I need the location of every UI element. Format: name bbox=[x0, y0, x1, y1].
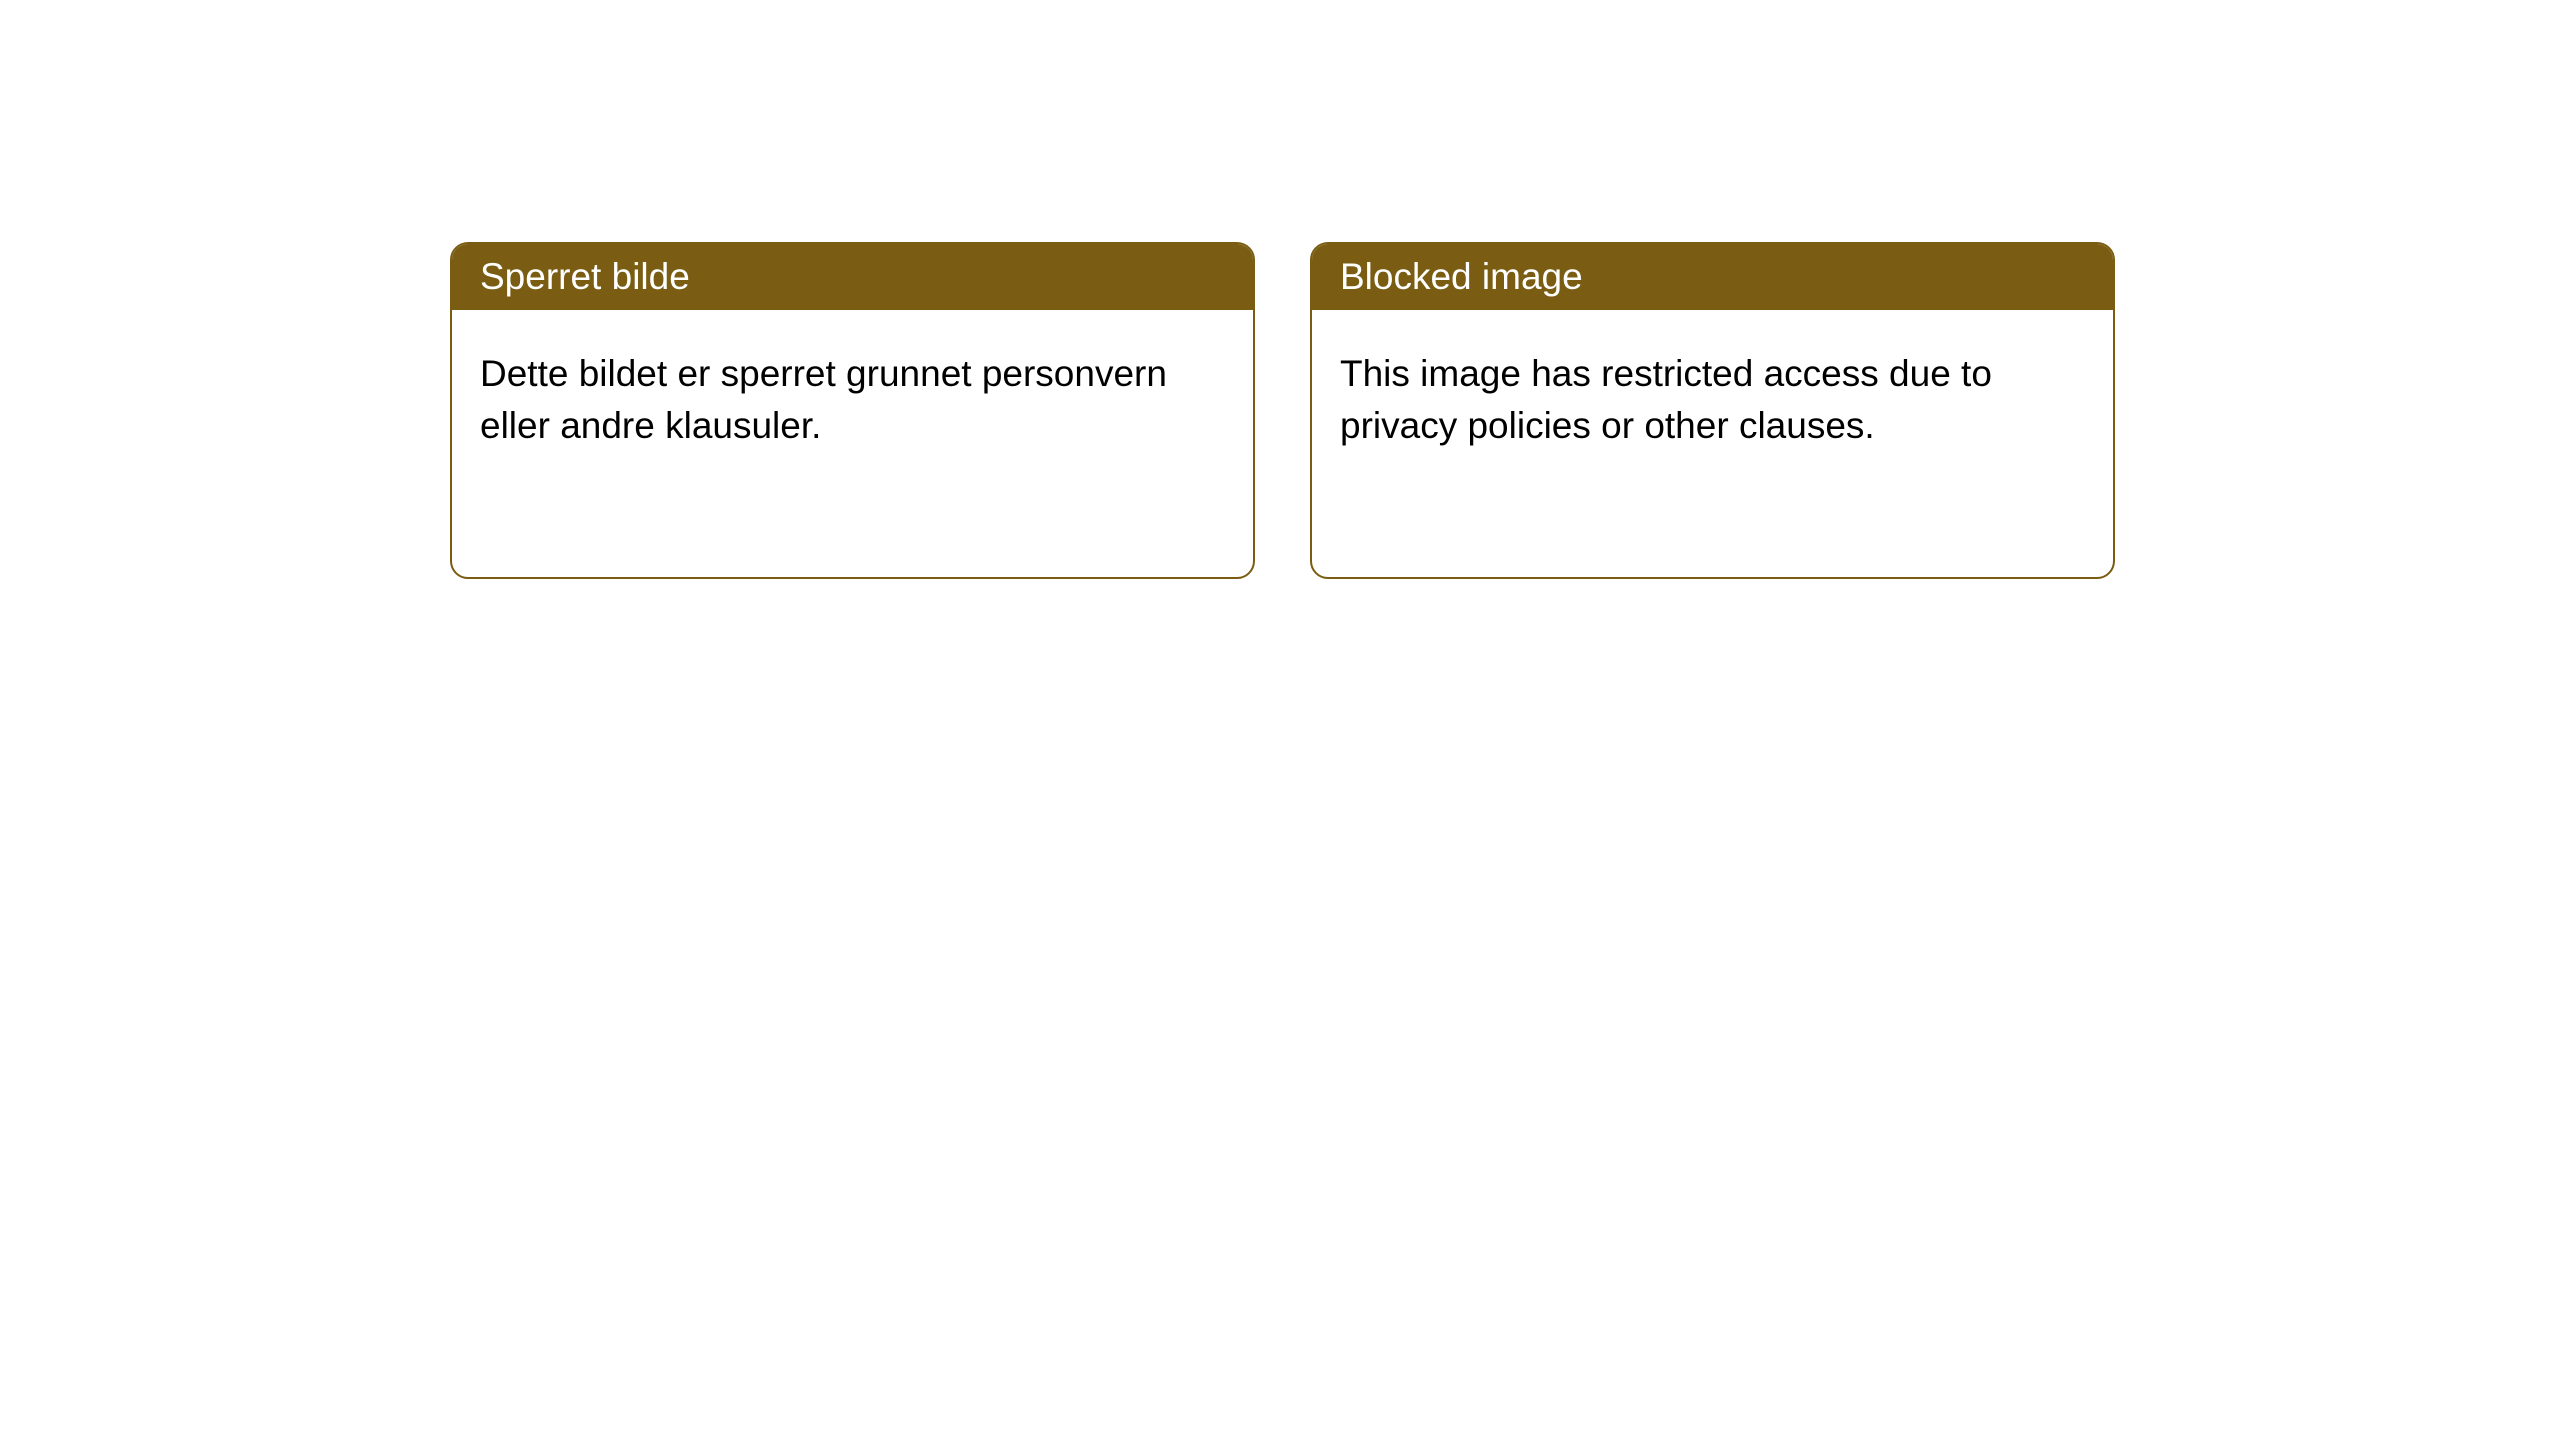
notice-card-header: Blocked image bbox=[1312, 244, 2113, 310]
notice-card-body: This image has restricted access due to … bbox=[1312, 310, 2113, 490]
notice-card-title: Sperret bilde bbox=[480, 256, 690, 297]
notice-card-title: Blocked image bbox=[1340, 256, 1583, 297]
notice-card-body: Dette bildet er sperret grunnet personve… bbox=[452, 310, 1253, 490]
notice-card-norwegian: Sperret bilde Dette bildet er sperret gr… bbox=[450, 242, 1255, 579]
notice-cards-container: Sperret bilde Dette bildet er sperret gr… bbox=[450, 242, 2115, 579]
notice-card-english: Blocked image This image has restricted … bbox=[1310, 242, 2115, 579]
notice-card-message: Dette bildet er sperret grunnet personve… bbox=[480, 353, 1167, 446]
notice-card-message: This image has restricted access due to … bbox=[1340, 353, 1992, 446]
notice-card-header: Sperret bilde bbox=[452, 244, 1253, 310]
